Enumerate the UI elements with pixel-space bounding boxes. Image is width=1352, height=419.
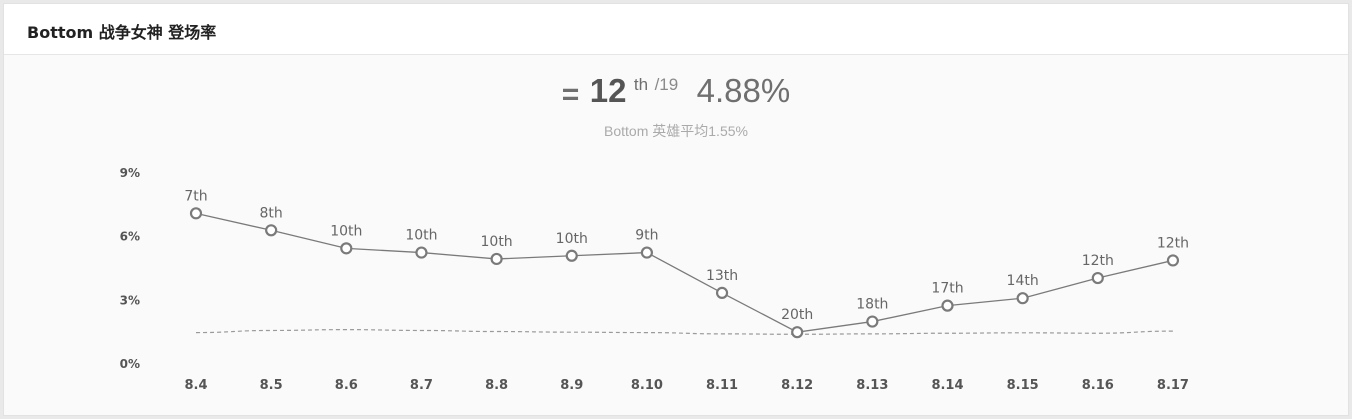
current-rate: 4.88% [696,72,791,109]
x-tick-label: 8.17 [1157,378,1189,393]
card-header: Bottom 战争女神 登场率 [4,4,1348,55]
rank-label: 10th [481,234,513,250]
x-tick-label: 8.10 [631,378,663,393]
rank-label: 8th [260,205,283,221]
rank-label: 10th [330,223,362,239]
x-tick-label: 8.8 [485,378,508,393]
data-point [340,242,353,255]
x-tick-label: 8.5 [260,378,283,393]
page-title: Bottom 战争女神 登场率 [27,23,217,42]
rank-total: /19 [654,75,679,94]
data-point [1166,254,1180,267]
summary-row: = 12 th /19 4.88% [4,72,1348,115]
x-tick-label: 8.4 [184,378,207,393]
rank-label: 7th [184,188,207,204]
rank-label: 18th [856,297,888,313]
pick-rate-series [195,212,1174,333]
data-point [866,315,879,328]
data-point [189,207,203,220]
x-tick-label: 8.16 [1082,378,1114,393]
data-point [1091,271,1104,285]
y-axis: 0% 3% 6% 9% [120,166,140,371]
x-axis: 8.4 8.5 8.6 8.7 8.8 8.9 8.10 8.11 8.12 8.13 8.14 8.… [184,378,1189,393]
rank-label: 10th [405,228,437,244]
rank-label: 20th [781,307,813,323]
x-tick-label: 8.12 [781,378,813,393]
rank-label: 12th [1157,235,1189,251]
rank-label: 14th [1007,273,1039,289]
y-tick-label: 6% [120,230,140,244]
data-points [189,207,1180,339]
x-tick-label: 8.7 [410,378,433,393]
data-point [640,246,654,259]
x-tick-label: 8.13 [856,378,888,393]
data-point [490,252,503,266]
pick-rate-line [195,212,1174,333]
y-tick-label: 0% [120,357,140,371]
rank-label: 9th [635,228,658,244]
y-tick-label: 9% [120,166,140,180]
average-line [195,329,1173,335]
average-rate-note: Bottom 英雄平均1.55% [604,123,748,139]
rank-labels: 7th 8th 10th 10th 10th 10th 9th 13th 20th 18th 17t… [184,188,1189,323]
x-tick-label: 8.9 [560,378,583,393]
equal-trend-icon: = [561,77,580,111]
x-tick-label: 8.15 [1007,378,1039,393]
data-point [791,326,804,339]
x-tick-label: 8.11 [706,378,738,393]
data-point [1016,292,1029,305]
chart-card: Bottom 战争女神 登场率 = 12 th /19 4.88% Bottom… [3,3,1349,416]
data-point [715,286,729,300]
rank-suffix: th [633,75,649,94]
y-tick-label: 3% [120,293,140,307]
data-point [265,224,278,237]
rank-label: 13th [706,268,738,284]
rank-label: 12th [1082,253,1114,269]
x-tick-label: 8.14 [931,378,963,393]
data-point [941,299,954,312]
rank-label: 17th [931,281,963,297]
rank-label: 10th [556,231,588,247]
current-rank: 12 [589,72,627,109]
data-point [415,246,428,259]
x-tick-label: 8.6 [335,378,358,393]
data-point [565,249,578,262]
average-series [195,329,1173,335]
